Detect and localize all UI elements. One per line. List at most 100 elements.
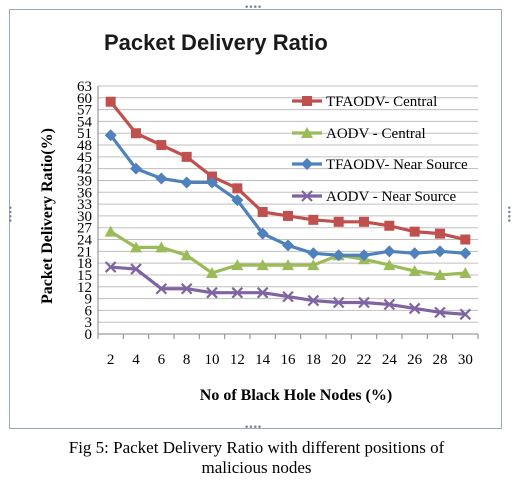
data-point-tfaodv-central xyxy=(156,140,167,151)
x-axis-label: No of Black Hole Nodes (%) xyxy=(200,387,392,404)
data-point-aodv-near-source xyxy=(332,296,345,309)
y-tick-label: 30 xyxy=(77,209,92,225)
chart-frame xyxy=(9,9,502,429)
resize-handle-bottom-icon[interactable]: •••• xyxy=(244,423,262,433)
data-point-tfaodv-central xyxy=(105,96,116,107)
data-point-aodv-central xyxy=(282,259,294,271)
x-tick-label: 12 xyxy=(230,352,245,368)
data-point-tfaodv-near-source xyxy=(180,176,193,189)
y-tick-label: 33 xyxy=(77,197,92,213)
data-point-aodv-central xyxy=(434,268,446,280)
data-point-tfaodv-near-source xyxy=(256,227,269,240)
y-tick-label: 27 xyxy=(77,221,93,237)
data-point-aodv-central xyxy=(459,266,472,278)
data-point-tfaodv-near-source xyxy=(383,245,396,258)
x-tick-label: 2 xyxy=(107,352,115,368)
data-point-aodv-central xyxy=(256,259,269,271)
data-point-aodv-near-source xyxy=(408,302,421,315)
data-point-tfaodv-near-source xyxy=(459,247,472,260)
data-point-tfaodv-near-source xyxy=(408,247,421,260)
data-point-aodv-central xyxy=(180,249,193,261)
y-tick-label: 12 xyxy=(77,280,92,296)
x-tick-label: 26 xyxy=(407,352,423,368)
data-point-aodv-near-source xyxy=(358,296,370,309)
x-tick-label: 14 xyxy=(255,352,271,368)
data-point-tfaodv-central xyxy=(435,228,445,239)
data-point-aodv-near-source xyxy=(434,306,446,319)
data-point-aodv-near-source xyxy=(256,286,269,299)
y-tick-label: 63 xyxy=(77,79,92,95)
x-tick-label: 8 xyxy=(183,352,191,368)
x-tick-label: 6 xyxy=(158,352,166,368)
legend-marker-tfaodv-central xyxy=(302,96,312,106)
data-point-aodv-central xyxy=(307,259,320,271)
data-point-tfaodv-near-source xyxy=(282,239,294,252)
data-point-tfaodv-near-source xyxy=(104,129,117,142)
legend-marker-tfaodv-near-source xyxy=(301,158,313,170)
caption-line-1: Fig 5: Packet Delivery Ratio with differ… xyxy=(68,438,445,457)
x-tick-label: 16 xyxy=(281,352,297,368)
y-tick-label: 48 xyxy=(77,138,92,154)
caption-line-2: malicious nodes xyxy=(201,458,312,477)
y-tick-label: 15 xyxy=(77,268,92,284)
resize-handle-top-icon[interactable]: •••• xyxy=(244,3,262,13)
data-point-tfaodv-central xyxy=(308,214,319,225)
x-tick-label: 28 xyxy=(433,352,448,368)
data-point-tfaodv-near-source xyxy=(434,245,446,258)
data-point-tfaodv-near-source xyxy=(155,172,168,185)
data-point-tfaodv-near-source xyxy=(332,249,345,262)
y-tick-label: 36 xyxy=(77,185,93,201)
data-point-aodv-near-source xyxy=(130,263,142,275)
data-point-tfaodv-near-source xyxy=(130,162,142,175)
y-tick-label: 6 xyxy=(85,303,93,319)
y-tick-label: 21 xyxy=(77,244,92,260)
data-point-tfaodv-central xyxy=(409,226,420,237)
data-point-aodv-central xyxy=(104,225,117,237)
y-tick-label: 9 xyxy=(85,292,93,308)
data-point-aodv-near-source xyxy=(383,298,396,311)
data-point-tfaodv-central xyxy=(257,206,268,217)
y-tick-label: 51 xyxy=(77,126,92,142)
data-point-aodv-central xyxy=(231,259,244,271)
x-tick-label: 4 xyxy=(132,352,140,368)
y-tick-label: 18 xyxy=(77,256,92,272)
y-tick-label: 3 xyxy=(85,315,93,331)
data-point-aodv-central xyxy=(206,266,218,278)
y-tick-label: 0 xyxy=(85,327,93,343)
data-point-tfaodv-near-source xyxy=(206,176,218,189)
resize-handle-left-icon[interactable]: •••• xyxy=(4,205,14,223)
legend-label-tfaodv-near-source: TFAODV- Near Source xyxy=(326,157,468,173)
data-point-aodv-near-source xyxy=(307,294,320,307)
resize-handle-right-icon[interactable]: •••• xyxy=(503,205,513,223)
figure-caption: Fig 5: Packet Delivery Ratio with differ… xyxy=(0,438,513,478)
y-tick-label: 39 xyxy=(77,173,92,189)
data-point-tfaodv-near-source xyxy=(231,194,244,207)
data-point-tfaodv-central xyxy=(333,216,344,227)
data-point-aodv-central xyxy=(408,265,421,277)
chart-title: Packet Delivery Ratio xyxy=(104,30,328,55)
data-point-aodv-near-source xyxy=(459,308,472,321)
data-point-tfaodv-central xyxy=(460,234,471,245)
data-point-tfaodv-central xyxy=(181,151,192,162)
x-tick-label: 18 xyxy=(306,352,321,368)
x-tick-label: 20 xyxy=(331,352,346,368)
data-point-tfaodv-central xyxy=(131,128,141,139)
x-tick-label: 30 xyxy=(458,352,473,368)
data-point-aodv-central xyxy=(155,241,168,253)
x-tick-label: 22 xyxy=(357,352,372,368)
data-point-tfaodv-central xyxy=(232,183,243,194)
data-point-aodv-near-source xyxy=(206,286,218,299)
data-point-tfaodv-central xyxy=(384,220,395,231)
data-point-aodv-near-source xyxy=(180,282,193,295)
data-point-tfaodv-near-source xyxy=(307,247,320,260)
x-tick-label: 24 xyxy=(382,352,398,368)
y-tick-label: 42 xyxy=(77,162,92,178)
data-point-aodv-near-source xyxy=(155,282,168,295)
y-tick-label: 57 xyxy=(77,103,93,119)
legend-label-aodv-near-source: AODV - Near Source xyxy=(326,189,456,205)
data-point-aodv-near-source xyxy=(231,286,244,299)
y-axis-label: Packet Delivery Ratio(%) xyxy=(39,128,56,304)
data-point-aodv-near-source xyxy=(282,290,294,303)
x-tick-label: 10 xyxy=(205,352,220,368)
